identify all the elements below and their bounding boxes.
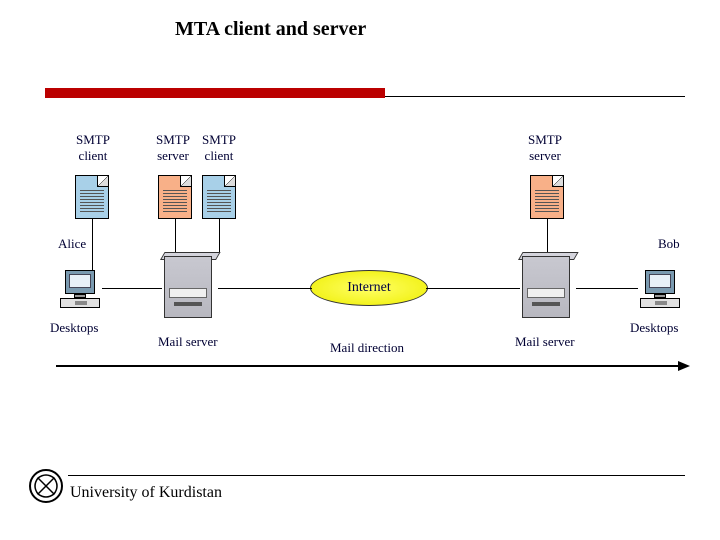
conn-doc4-server2 <box>547 219 548 252</box>
divider-thin-line <box>385 96 685 97</box>
mail-direction-arrow-head <box>678 361 690 371</box>
mail-server-left <box>160 252 218 324</box>
mail-direction-arrow-line <box>56 365 680 367</box>
footer-divider <box>68 475 685 476</box>
label-smtp-server-2: SMTPserver <box>520 132 570 163</box>
conn-server1-internet <box>218 288 312 289</box>
conn-server2-bob <box>576 288 638 289</box>
internet-label: Internet <box>347 280 391 296</box>
divider-red-bar <box>45 88 385 98</box>
conn-doc1-alice <box>92 219 93 270</box>
desktop-bob <box>638 270 682 312</box>
conn-alice-server1 <box>102 288 162 289</box>
doc-icon-smtp-client-2 <box>202 175 236 219</box>
label-mail-direction: Mail direction <box>330 340 404 356</box>
university-logo <box>28 468 64 504</box>
label-bob: Bob <box>658 236 680 252</box>
label-mailserver-right: Mail server <box>515 334 575 350</box>
desktop-alice <box>58 270 102 312</box>
mail-server-right <box>518 252 576 324</box>
conn-internet-server2 <box>426 288 520 289</box>
doc-icon-smtp-server-2 <box>530 175 564 219</box>
doc-icon-smtp-server-1 <box>158 175 192 219</box>
conn-doc3-server1 <box>219 219 220 252</box>
label-smtp-client-2: SMTPclient <box>194 132 244 163</box>
internet-cloud: Internet <box>310 270 428 306</box>
conn-doc2-server1 <box>175 219 176 252</box>
label-smtp-server-1: SMTPserver <box>148 132 198 163</box>
label-mailserver-left: Mail server <box>158 334 218 350</box>
label-smtp-client-1: SMTPclient <box>68 132 118 163</box>
label-alice: Alice <box>58 236 86 252</box>
doc-icon-smtp-client-1 <box>75 175 109 219</box>
footer-org: University of Kurdistan <box>70 484 222 502</box>
slide-title: MTA client and server <box>175 18 366 41</box>
label-desktops-left: Desktops <box>50 320 98 336</box>
mta-diagram: SMTPclient SMTPserver SMTPclient SMTPser… <box>30 130 690 390</box>
label-desktops-right: Desktops <box>630 320 678 336</box>
